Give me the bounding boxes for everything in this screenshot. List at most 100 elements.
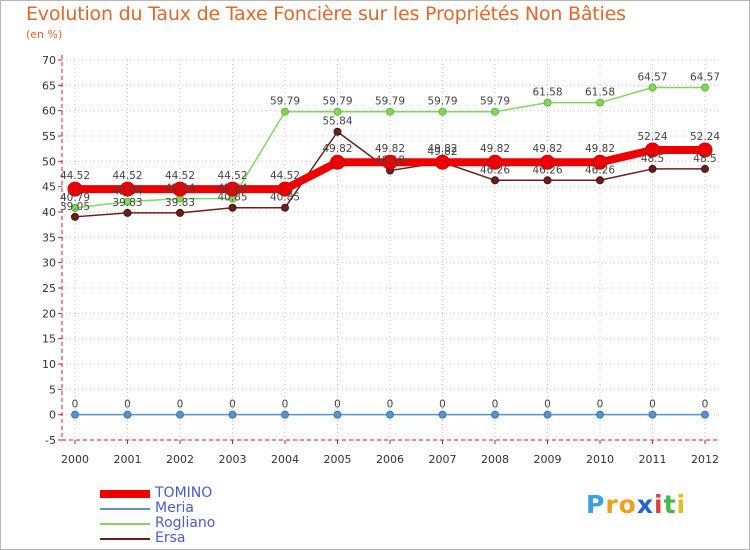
data-label-meria: 0 bbox=[649, 399, 656, 411]
data-label-rogliano: 59.79 bbox=[375, 96, 405, 108]
data-point-meria bbox=[176, 410, 184, 419]
data-label-tomino: 49.82 bbox=[480, 143, 510, 155]
data-label-tomino: 44.52 bbox=[270, 170, 300, 182]
y-tick-label: 65 bbox=[42, 79, 56, 92]
legend-item-tomino: TOMINO bbox=[100, 485, 320, 501]
x-tick-label: 2012 bbox=[691, 453, 719, 466]
x-tick-label: 2009 bbox=[534, 453, 562, 466]
data-label-meria: 0 bbox=[544, 399, 551, 411]
data-label-rogliano: 42.64 bbox=[217, 183, 247, 195]
data-label-ersa: 39.83 bbox=[165, 197, 195, 209]
legend-label-ersa: Ersa bbox=[155, 530, 186, 546]
data-point-ersa bbox=[596, 176, 604, 185]
data-label-tomino: 49.82 bbox=[532, 143, 562, 155]
data-point-ersa bbox=[228, 203, 237, 212]
chart-subtitle: (en %) bbox=[26, 28, 63, 41]
y-tick-label: 15 bbox=[42, 333, 56, 346]
proxiti-logo: Proxiti bbox=[586, 490, 686, 519]
data-point-meria bbox=[333, 410, 342, 419]
y-tick-label: -5 bbox=[45, 434, 56, 447]
data-label-meria: 0 bbox=[177, 399, 184, 411]
logo-letter: P bbox=[586, 490, 606, 519]
data-point-tomino bbox=[120, 181, 135, 197]
data-label-tomino: 49.82 bbox=[322, 143, 352, 155]
data-point-rogliano bbox=[123, 197, 132, 206]
y-tick-label: 50 bbox=[42, 155, 56, 168]
x-tick-label: 2010 bbox=[586, 453, 614, 466]
data-point-tomino bbox=[382, 154, 398, 170]
data-point-tomino bbox=[225, 181, 240, 197]
data-point-ersa bbox=[281, 203, 289, 212]
data-label-rogliano: 64.57 bbox=[690, 72, 720, 84]
data-label-tomino: 44.52 bbox=[217, 170, 247, 182]
data-label-ersa: 39.05 bbox=[60, 201, 90, 213]
data-point-tomino bbox=[435, 154, 450, 170]
x-tick-label: 2005 bbox=[324, 453, 352, 466]
data-label-rogliano: 61.58 bbox=[585, 87, 615, 99]
data-label-tomino: 44.52 bbox=[60, 170, 90, 182]
legend-swatch-tomino bbox=[100, 490, 150, 498]
data-label-ersa: 48.5 bbox=[693, 153, 716, 165]
data-label-tomino: 49.82 bbox=[585, 143, 615, 155]
data-label-ersa: 46.26 bbox=[532, 164, 562, 176]
data-label-ersa: 46.26 bbox=[480, 164, 510, 176]
data-label-ersa: 48.5 bbox=[641, 153, 664, 165]
data-label-meria: 0 bbox=[597, 399, 604, 411]
data-point-meria bbox=[71, 410, 79, 419]
chart-title: Evolution du Taux de Taxe Foncière sur l… bbox=[26, 3, 626, 25]
data-point-rogliano bbox=[491, 107, 499, 116]
data-point-meria bbox=[648, 410, 657, 419]
data-label-meria: 0 bbox=[387, 399, 394, 411]
data-point-meria bbox=[386, 410, 394, 419]
y-tick-label: 55 bbox=[42, 130, 56, 143]
data-label-meria: 0 bbox=[72, 399, 79, 411]
data-point-meria bbox=[123, 410, 132, 419]
y-tick-label: 40 bbox=[42, 206, 56, 219]
data-point-tomino bbox=[540, 154, 555, 170]
data-label-tomino: 49.82 bbox=[427, 143, 457, 155]
data-point-meria bbox=[596, 410, 604, 419]
data-point-tomino bbox=[592, 154, 608, 170]
y-tick-label: 45 bbox=[42, 181, 56, 194]
data-label-rogliano: 59.79 bbox=[480, 96, 510, 108]
data-point-tomino bbox=[330, 154, 345, 170]
data-point-ersa bbox=[71, 212, 79, 221]
x-tick-label: 2008 bbox=[481, 453, 509, 466]
logo-letter: o bbox=[618, 490, 637, 519]
data-point-tomino bbox=[645, 142, 660, 158]
data-point-rogliano bbox=[543, 98, 552, 107]
data-label-ersa: 49.82 bbox=[427, 146, 457, 158]
data-label-rogliano: 40.79 bbox=[60, 192, 90, 204]
y-tick-label: 5 bbox=[49, 383, 56, 396]
legend-item-meria: Meria bbox=[100, 500, 320, 516]
logo-letter: t bbox=[663, 490, 677, 519]
data-point-ersa bbox=[491, 176, 499, 185]
logo-letter: x bbox=[636, 490, 654, 519]
data-label-ersa: 55.84 bbox=[322, 116, 352, 128]
data-point-meria bbox=[701, 410, 709, 419]
legend-item-ersa: Ersa bbox=[100, 530, 320, 546]
y-tick-label: 20 bbox=[42, 307, 56, 320]
data-label-tomino: 52.24 bbox=[637, 131, 667, 143]
data-point-ersa bbox=[176, 208, 184, 217]
x-tick-label: 2007 bbox=[429, 453, 457, 466]
data-label-ersa: 48.18 bbox=[375, 155, 405, 167]
data-point-tomino bbox=[67, 181, 83, 197]
legend-label-meria: Meria bbox=[155, 500, 194, 516]
data-label-rogliano: 59.79 bbox=[322, 96, 352, 108]
logo-letter: r bbox=[605, 490, 619, 519]
y-tick-label: 60 bbox=[42, 105, 56, 118]
data-point-tomino bbox=[697, 142, 713, 158]
data-point-rogliano bbox=[438, 107, 447, 116]
data-point-rogliano bbox=[596, 98, 604, 107]
legend-swatch-meria bbox=[100, 508, 150, 510]
data-label-rogliano: 61.58 bbox=[532, 87, 562, 99]
data-point-ersa bbox=[123, 208, 132, 217]
data-label-ersa: 39.83 bbox=[112, 197, 142, 209]
data-label-meria: 0 bbox=[439, 399, 446, 411]
x-tick-label: 2004 bbox=[271, 453, 299, 466]
logo-letter: i bbox=[654, 490, 664, 519]
data-label-rogliano: 42.04 bbox=[112, 186, 142, 198]
data-point-tomino bbox=[172, 181, 188, 197]
